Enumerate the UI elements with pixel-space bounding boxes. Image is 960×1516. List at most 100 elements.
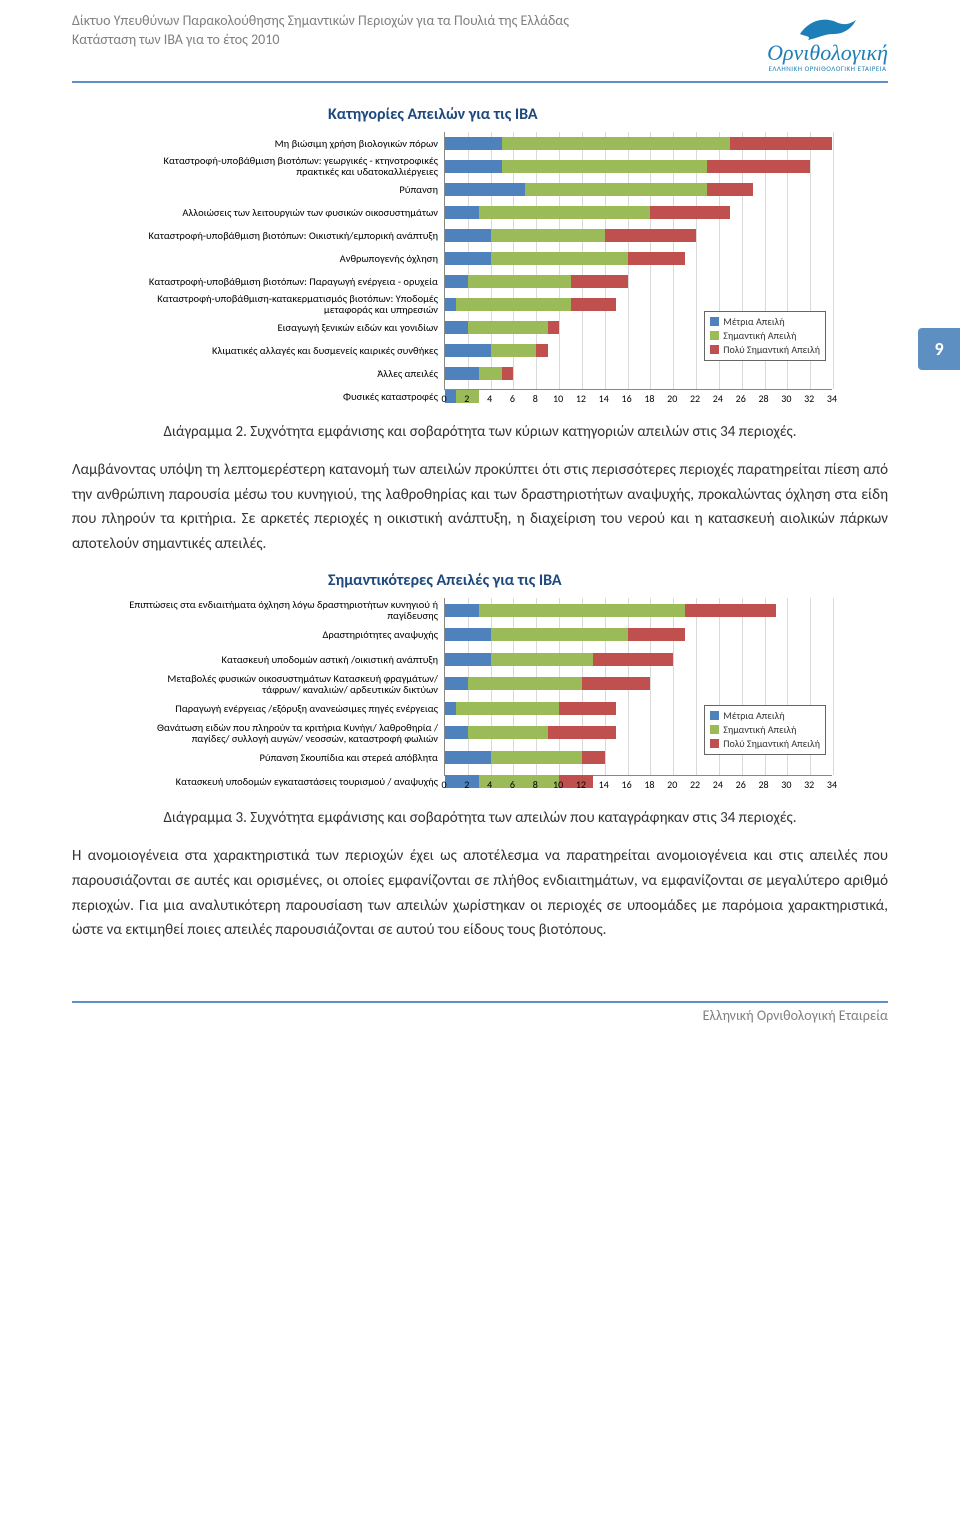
y-axis-label: Θανάτωση ειδών που πληρούν τα κριτήρια Κ… [128,720,444,745]
x-tick: 30 [781,392,791,405]
bar-segment [548,321,559,334]
x-tick: 28 [758,392,768,405]
legend-item: Μέτρια Απειλή [710,315,820,329]
x-tick: 2 [464,778,469,791]
bar-segment [707,183,753,196]
y-axis-label: Καταστροφή-υποβάθμιση βιοτόπων: γεωργικέ… [128,155,444,178]
chart1-plot-area: Μέτρια ΑπειλήΣημαντική ΑπειλήΠολύ Σημαντ… [444,132,832,390]
bar-segment [559,702,616,715]
bar-segment [445,702,456,715]
bar-segment [445,344,491,357]
x-tick: 34 [827,778,837,791]
bar-row [445,252,832,265]
bar-row [445,183,832,196]
x-tick: 6 [510,778,515,791]
legend-label: Σημαντική Απειλή [723,723,796,737]
bar-row [445,677,832,690]
legend-swatch [710,331,719,340]
bar-segment [479,604,684,617]
caption-diagram-2: Διάγραμμα 2. Συχνότητα εμφάνισης και σοβ… [72,422,888,442]
y-axis-label: Ρύπανση [128,178,444,201]
legend-item: Πολύ Σημαντική Απειλή [710,737,820,751]
bar-row [445,367,832,380]
bar-segment [491,229,605,242]
x-tick: 26 [736,392,746,405]
x-tick: 18 [644,392,654,405]
x-tick: 16 [622,778,632,791]
bar-row [445,628,832,641]
bar-segment [479,367,502,380]
chart1-x-axis: 0246810121416182022242628303234 [444,392,832,408]
bar-segment [685,604,776,617]
chart-important-threats: Σημαντικότερες Απειλές για τις ΙΒΑ Επιπτ… [128,571,832,794]
chart2-plot-area: Μέτρια ΑπειλήΣημαντική ΑπειλήΠολύ Σημαντ… [444,598,832,776]
y-axis-label: Ρύπανση Σκουπίδια και στερεά απόβλητα [128,745,444,770]
paragraph-2: Η ανομοιογένεια στα χαρακτηριστικά των π… [72,844,888,943]
bar-segment [730,137,832,150]
x-tick: 0 [441,778,446,791]
chart2-title: Σημαντικότερες Απειλές για τις ΙΒΑ [128,571,832,590]
logo-sub-text: ΕΛΛΗΝΙΚΗ ΟΡΝΙΘΟΛΟΓΙΚΗ ΕΤΑΙΡΕΙΑ [769,64,887,73]
bar-segment [536,344,547,357]
legend-label: Πολύ Σημαντική Απειλή [723,737,820,751]
x-tick: 10 [553,778,563,791]
org-logo: Ορνιθολογική ΕΛΛΗΝΙΚΗ ΟΡΝΙΘΟΛΟΓΙΚΗ ΕΤΑΙΡ… [767,12,888,73]
x-tick: 34 [827,392,837,405]
y-axis-label: Εισαγωγή ξενικών ειδών και γονιδίων [128,316,444,339]
header-line-1: Δίκτυο Υπευθύνων Παρακολούθησης Σημαντικ… [72,12,569,31]
x-tick: 6 [510,392,515,405]
bar-segment [445,160,502,173]
bar-segment [445,275,468,288]
bar-row [445,206,832,219]
x-tick: 24 [713,392,723,405]
chart-legend: Μέτρια ΑπειλήΣημαντική ΑπειλήΠολύ Σημαντ… [704,311,826,361]
bar-segment [445,183,525,196]
bar-segment [445,298,456,311]
bar-segment [456,298,570,311]
legend-item: Σημαντική Απειλή [710,723,820,737]
bar-segment [445,677,468,690]
y-axis-label: Κλιματικές αλλαγές και δυσμενείς καιρικέ… [128,339,444,362]
header-line-2: Κατάσταση των ΙΒΑ για το έτος 2010 [72,31,569,50]
x-tick: 18 [644,778,654,791]
bar-segment [502,160,707,173]
y-axis-label: Καταστροφή-υποβάθμιση βιοτόπων: Οικιστικ… [128,224,444,247]
page-footer: Ελληνική Ορνιθολογική Εταιρεία [0,1007,960,1054]
chart-legend: Μέτρια ΑπειλήΣημαντική ΑπειλήΠολύ Σημαντ… [704,705,826,755]
bar-segment [628,628,685,641]
logo-script-text: Ορνιθολογική [767,44,888,62]
bird-icon [798,12,858,42]
bar-row [445,137,832,150]
legend-swatch [710,345,719,354]
y-axis-label: Κατασκευή υποδομών αστική /οικιστική ανά… [128,647,444,672]
bar-row [445,604,832,617]
bar-segment [593,653,673,666]
bar-segment [445,604,479,617]
chart-threat-categories: Κατηγορίες Απειλών για τις ΙΒΑ Μη βιώσιμ… [128,105,832,408]
bar-segment [650,206,730,219]
bar-segment [468,677,582,690]
x-tick: 22 [690,778,700,791]
y-axis-label: Κατασκευή υποδομών εγκαταστάσεις τουρισμ… [128,769,444,794]
x-tick: 16 [622,392,632,405]
y-axis-label: Δραστηριότητες αναψυχής [128,622,444,647]
bar-row [445,298,832,311]
y-axis-label: Μη βιώσιμη χρήση βιολογικών πόρων [128,132,444,155]
header-text: Δίκτυο Υπευθύνων Παρακολούθησης Σημαντικ… [72,12,569,50]
legend-label: Πολύ Σημαντική Απειλή [723,343,820,357]
chart1-title: Κατηγορίες Απειλών για τις ΙΒΑ [128,105,832,124]
bar-segment [502,367,513,380]
x-tick: 10 [553,392,563,405]
page-content: Κατηγορίες Απειλών για τις ΙΒΑ Μη βιώσιμ… [0,89,960,978]
bar-segment [445,751,491,764]
bar-segment [468,321,548,334]
bar-segment [582,751,605,764]
bar-segment [491,252,628,265]
x-tick: 24 [713,778,723,791]
bar-segment [456,702,559,715]
bar-segment [445,206,479,219]
bar-row [445,229,832,242]
x-tick: 20 [667,778,677,791]
legend-swatch [710,317,719,326]
chart2-x-axis: 0246810121416182022242628303234 [444,778,832,794]
